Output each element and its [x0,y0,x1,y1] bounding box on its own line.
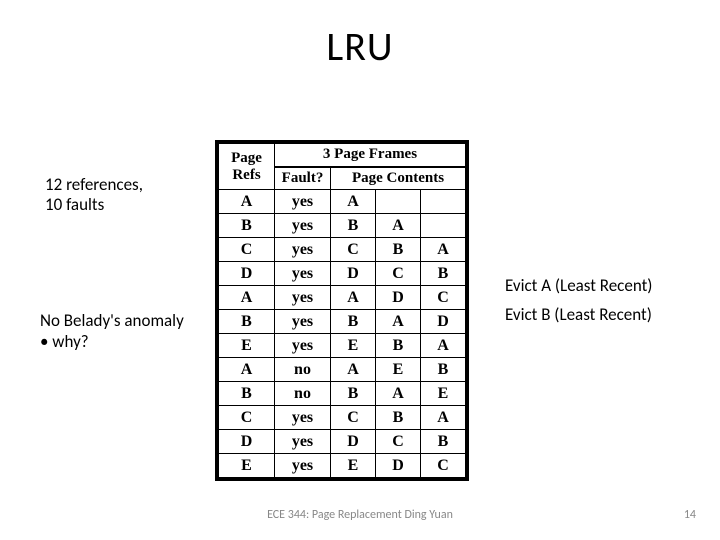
cell-content: D [421,310,466,334]
table-row: BnoBAE [219,382,466,406]
cell-content: A [376,382,421,406]
hdr-contents: Page Contents [331,167,466,190]
note2-line2: • why? [40,331,184,352]
table-row: AyesADC [219,286,466,310]
cell-content: B [376,334,421,358]
cell-content: C [376,430,421,454]
page-number: 14 [684,508,696,522]
cell-ref: D [219,430,275,454]
cell-ref: C [219,406,275,430]
cell-content: D [376,286,421,310]
table-row: EyesEBA [219,334,466,358]
cell-fault: yes [275,214,331,238]
note1-line2: 10 faults [45,195,143,215]
cell-content: D [331,430,376,454]
cell-content: A [331,286,376,310]
footer-text: ECE 344: Page Replacement Ding Yuan [0,508,720,522]
cell-fault: no [275,382,331,406]
note2-line1: No Belady's anomaly [40,310,184,331]
cell-fault: yes [275,310,331,334]
cell-ref: A [219,286,275,310]
cell-ref: D [219,262,275,286]
cell-fault: yes [275,190,331,214]
cell-content: E [331,454,376,478]
cell-content: B [421,430,466,454]
table-row: ByesBA [219,214,466,238]
cell-content: A [331,358,376,382]
cell-ref: E [219,334,275,358]
cell-fault: yes [275,286,331,310]
hdr-page-refs: PageRefs [219,144,275,190]
cell-content: A [376,214,421,238]
cell-ref: E [219,454,275,478]
note1-line1: 12 references, [45,175,143,195]
cell-fault: yes [275,238,331,262]
cell-content: B [331,382,376,406]
note-belady: No Belady's anomaly • why? [40,310,184,353]
table-row: AyesA [219,190,466,214]
cell-content: C [421,454,466,478]
cell-content: C [421,286,466,310]
cell-content: A [331,190,376,214]
slide: LRU 12 references, 10 faults No Belady's… [0,0,720,540]
cell-content: C [376,262,421,286]
cell-content: B [421,262,466,286]
cell-content: B [331,310,376,334]
cell-content: B [376,238,421,262]
cell-content: B [331,214,376,238]
table-row: DyesDCB [219,262,466,286]
cell-content: E [421,382,466,406]
cell-content [376,190,421,214]
cell-fault: yes [275,454,331,478]
annotation-evict-a: Evict A (Least Recent) [505,275,652,296]
cell-ref: A [219,358,275,382]
cell-content: A [421,406,466,430]
cell-fault: yes [275,406,331,430]
cell-fault: yes [275,430,331,454]
cell-fault: yes [275,262,331,286]
cell-content: B [376,406,421,430]
table-row: ByesBAD [219,310,466,334]
cell-content: A [421,334,466,358]
annotation-evict-b: Evict B (Least Recent) [505,304,652,325]
lru-table: PageRefs 3 Page Frames Fault? Page Conte… [218,143,466,478]
cell-content [421,190,466,214]
lru-table-wrap: PageRefs 3 Page Frames Fault? Page Conte… [215,140,469,481]
slide-title: LRU [0,22,720,71]
cell-fault: no [275,358,331,382]
cell-ref: A [219,190,275,214]
cell-content: C [331,406,376,430]
cell-content: E [376,358,421,382]
cell-content: E [331,334,376,358]
cell-ref: B [219,310,275,334]
cell-ref: B [219,214,275,238]
cell-content: A [421,238,466,262]
table-row: CyesCBA [219,406,466,430]
cell-fault: yes [275,334,331,358]
cell-content: C [331,238,376,262]
cell-content: D [331,262,376,286]
table-header-top: PageRefs 3 Page Frames [219,144,466,167]
cell-content: B [421,358,466,382]
cell-ref: C [219,238,275,262]
lru-table-body: AyesAByesBACyesCBADyesDCBAyesADCByesBADE… [219,190,466,478]
hdr-fault: Fault? [275,167,331,190]
note-references-faults: 12 references, 10 faults [45,175,143,216]
cell-ref: B [219,382,275,406]
hdr-frames: 3 Page Frames [275,144,466,167]
table-row: CyesCBA [219,238,466,262]
cell-content: A [376,310,421,334]
cell-content [421,214,466,238]
cell-content: D [376,454,421,478]
table-row: DyesDCB [219,430,466,454]
table-row: EyesEDC [219,454,466,478]
table-row: AnoAEB [219,358,466,382]
